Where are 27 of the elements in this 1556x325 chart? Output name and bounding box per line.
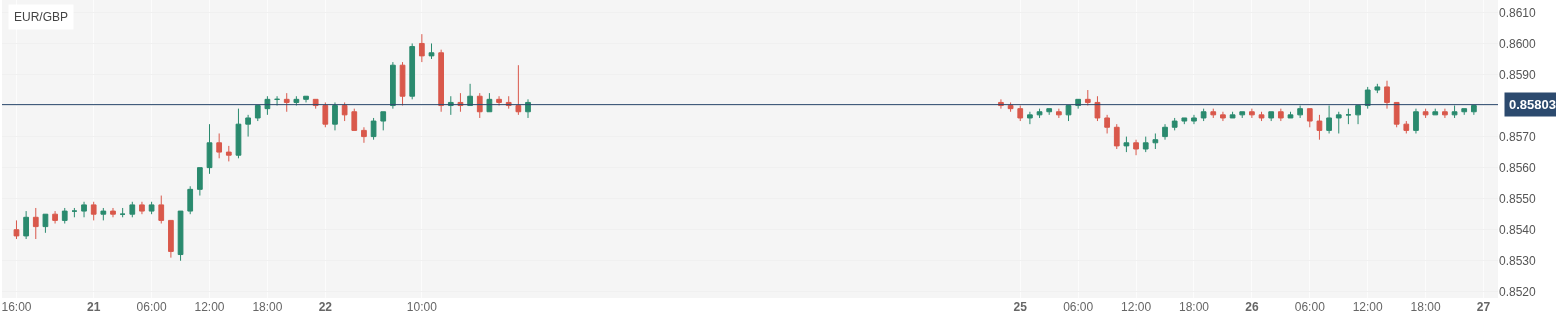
ref-line-label: 0.85803 bbox=[1509, 97, 1556, 112]
y-tick-label: 0.8530 bbox=[1499, 253, 1537, 268]
y-tick-label: 0.8520 bbox=[1499, 284, 1537, 299]
x-tick-label: 10:00 bbox=[406, 300, 438, 314]
x-tick-label: 18:00 bbox=[1178, 300, 1210, 314]
y-tick-label: 0.8550 bbox=[1499, 191, 1537, 206]
x-tick-label: 06:00 bbox=[1063, 300, 1094, 314]
y-tick-label: 0.8600 bbox=[1499, 36, 1537, 51]
y-tick-label: 0.8590 bbox=[1499, 67, 1537, 82]
x-tick-label: 12:00 bbox=[194, 300, 225, 314]
x-tick-label: 18:00 bbox=[1410, 300, 1441, 314]
x-tick-label: 06:00 bbox=[1294, 300, 1326, 314]
x-tick-label: 16:00 bbox=[1, 300, 32, 314]
y-tick-label: 0.8610 bbox=[1499, 5, 1537, 20]
x-tick-label: 12:00 bbox=[1352, 300, 1384, 314]
y-tick-label: 0.8560 bbox=[1499, 160, 1537, 175]
y-tick-label: 0.8540 bbox=[1499, 222, 1537, 237]
x-tick-label: 26 bbox=[1245, 300, 1259, 314]
text: EUR/GBP bbox=[14, 10, 69, 24]
x-tick-label: 27 bbox=[1476, 300, 1491, 314]
x-tick-label: 18:00 bbox=[252, 300, 283, 314]
x-tick-label: 12:00 bbox=[1121, 300, 1152, 314]
x-tick-label: 25 bbox=[1013, 300, 1028, 314]
x-tick-label: 21 bbox=[87, 300, 101, 314]
y-tick-label: 0.8570 bbox=[1499, 129, 1537, 144]
x-tick-label: 22 bbox=[318, 300, 333, 314]
x-tick-label: 06:00 bbox=[136, 300, 167, 314]
